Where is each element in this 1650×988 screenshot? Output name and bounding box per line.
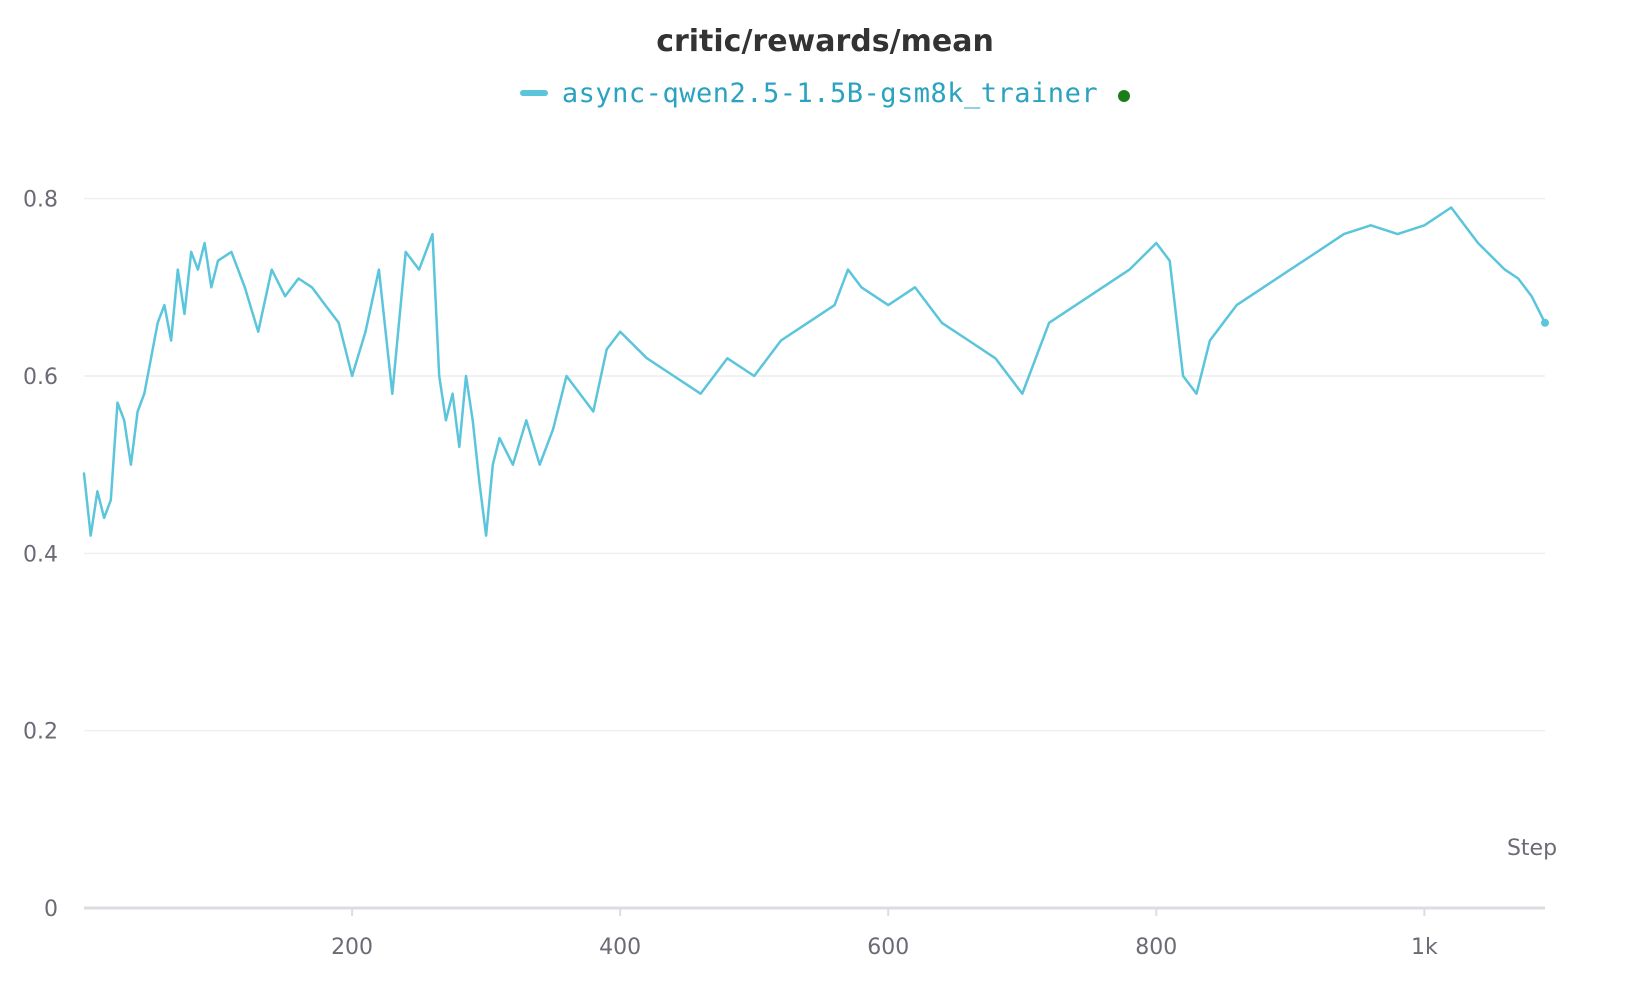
x-tick-label: 400 bbox=[599, 935, 641, 960]
series-end-point[interactable] bbox=[1541, 318, 1549, 327]
series-layer bbox=[82, 206, 1549, 537]
x-tick-label: 800 bbox=[1135, 935, 1177, 960]
legend-series-label[interactable]: async-qwen2.5-1.5B-gsm8k_trainer bbox=[561, 77, 1099, 109]
y-tick-label: 0 bbox=[44, 897, 58, 922]
x-tick-label: 200 bbox=[331, 935, 373, 960]
x-tick-label: 1k bbox=[1411, 935, 1438, 960]
x-tick-label: 600 bbox=[867, 935, 909, 960]
legend-line-swatch bbox=[519, 90, 548, 96]
grid-lines bbox=[84, 198, 1545, 732]
y-tick-labels: 0 0.2 0.4 0.6 0.8 bbox=[23, 188, 58, 922]
y-tick-label: 0.6 bbox=[23, 365, 58, 390]
x-tick-labels: 200 400 600 800 1k bbox=[331, 935, 1438, 960]
legend[interactable]: async-qwen2.5-1.5B-gsm8k_trainer bbox=[0, 76, 1650, 110]
series-line[interactable] bbox=[82, 206, 1547, 537]
y-tick-label: 0.2 bbox=[23, 720, 58, 745]
x-axis-title: Step bbox=[1507, 836, 1557, 861]
x-axis bbox=[84, 906, 1545, 916]
y-tick-label: 0.4 bbox=[23, 542, 58, 567]
y-tick-label: 0.8 bbox=[23, 188, 58, 213]
chart-title: critic/rewards/mean bbox=[656, 24, 994, 59]
status-dot-icon bbox=[1118, 90, 1131, 102]
